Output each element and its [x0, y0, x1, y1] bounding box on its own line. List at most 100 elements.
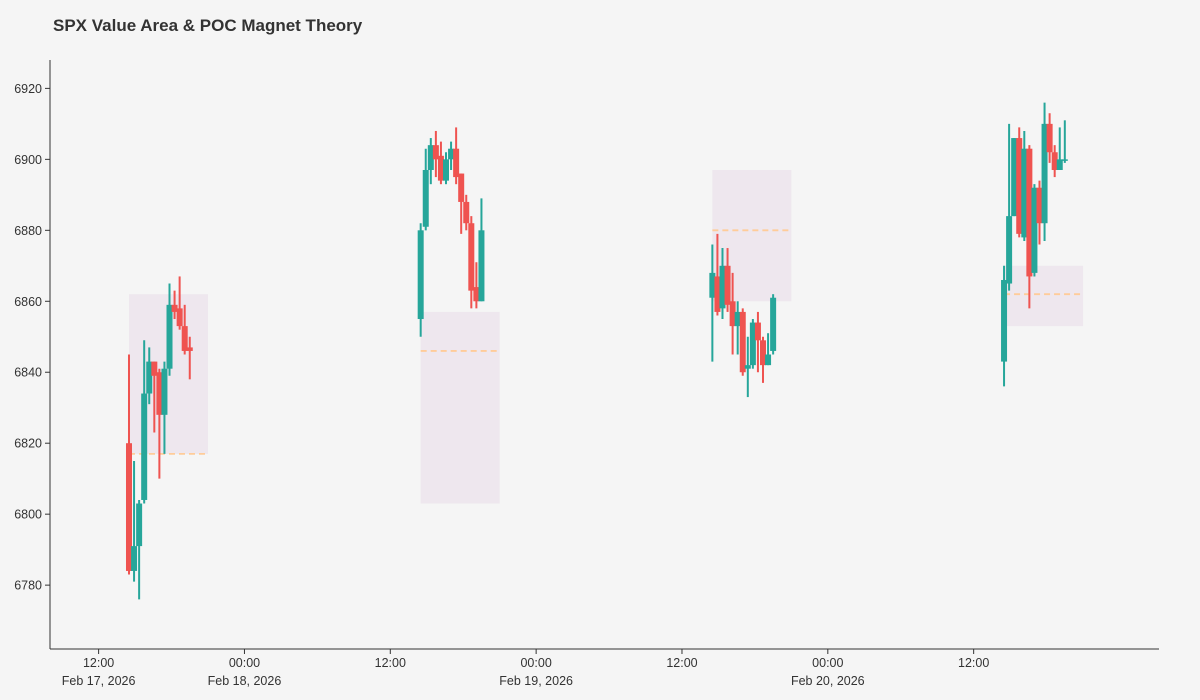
y-tick-label: 6820 [14, 437, 42, 451]
y-tick-label: 6840 [14, 366, 42, 380]
candle-body [432, 145, 439, 160]
candle-body [468, 223, 475, 291]
candle [1036, 180, 1043, 245]
candle-body [714, 276, 721, 312]
candle [709, 244, 716, 362]
candle-body [448, 148, 455, 160]
candle-body [161, 368, 168, 415]
candle [744, 336, 751, 398]
candle-body [765, 354, 772, 366]
candle [1001, 265, 1008, 387]
candle [458, 173, 465, 234]
candle-body [171, 304, 178, 312]
candle-body [1051, 152, 1058, 170]
candle [186, 336, 193, 380]
candle [749, 319, 756, 369]
x-tick-label: 12:00 [375, 656, 406, 670]
candle [770, 294, 777, 355]
candle [719, 248, 726, 320]
candle [427, 138, 434, 185]
candle-body [1001, 279, 1008, 362]
y-tick-label: 6900 [14, 153, 42, 167]
chart-title: SPX Value Area & POC Magnet Theory [53, 16, 363, 35]
candle-body [125, 443, 132, 571]
y-tick-label: 6800 [14, 508, 42, 522]
candle-body [709, 272, 716, 298]
candle [1061, 120, 1068, 163]
candle [432, 130, 439, 178]
x-tick-date-label: Feb 18, 2026 [208, 674, 282, 688]
y-tick-label: 6920 [14, 82, 42, 96]
candle [1026, 145, 1033, 309]
value-area-box [420, 311, 500, 504]
candle-body [131, 546, 138, 571]
candle [729, 272, 736, 355]
candle-body [176, 308, 183, 327]
candle-body [1031, 187, 1038, 273]
candle-body [166, 304, 173, 369]
candle-body [1036, 187, 1043, 224]
candle [478, 198, 485, 302]
candle [156, 368, 163, 479]
x-tick-label: 00:00 [520, 656, 551, 670]
candle-body [141, 393, 148, 500]
candle [1051, 145, 1058, 178]
candle [1041, 102, 1048, 241]
candle [765, 333, 772, 366]
candle [724, 248, 731, 312]
candle [473, 262, 480, 309]
candle-body [744, 365, 751, 369]
candle-body [1056, 159, 1063, 170]
candle [131, 460, 138, 582]
candle-body [749, 322, 756, 366]
candle-body [458, 173, 465, 202]
candle-body [463, 201, 470, 224]
x-tick-label: 12:00 [958, 656, 989, 670]
candle-body [1011, 138, 1018, 217]
candle-body [417, 230, 424, 320]
x-tick-date-label: Feb 20, 2026 [791, 674, 865, 688]
candle [437, 141, 444, 185]
candle-body [442, 159, 449, 181]
candle-body [186, 347, 193, 351]
candle-body [739, 311, 746, 373]
candle-body [156, 372, 163, 415]
candle [146, 347, 153, 405]
candle-body [1041, 123, 1048, 224]
x-tick-date-label: Feb 19, 2026 [499, 674, 573, 688]
x-tick-date-label: Feb 17, 2026 [62, 674, 136, 688]
x-tick-label: 12:00 [83, 656, 114, 670]
candle-body [729, 301, 736, 327]
candle [1046, 113, 1053, 163]
candle-body [734, 311, 741, 327]
candle [1016, 127, 1023, 238]
candle [141, 340, 148, 504]
x-tick-label: 00:00 [812, 656, 843, 670]
candle [453, 127, 460, 185]
candle-body [146, 361, 153, 394]
x-tick-label: 12:00 [666, 656, 697, 670]
candle [1056, 127, 1063, 170]
candle [161, 361, 168, 454]
candle-body [1016, 138, 1023, 234]
poc-layer [128, 229, 1084, 455]
candle-body [754, 322, 761, 341]
candle-body [453, 148, 460, 178]
candle-body [136, 503, 143, 547]
candle [1031, 184, 1038, 277]
candle [739, 308, 746, 376]
candle [734, 301, 741, 355]
candle [714, 233, 721, 316]
candle-body [478, 230, 485, 302]
candle [1011, 138, 1018, 217]
candle [125, 354, 132, 575]
candle-body [770, 297, 777, 351]
y-tick-label: 6860 [14, 295, 42, 309]
candle-body [760, 340, 767, 366]
candle [171, 290, 178, 320]
candle [136, 499, 143, 600]
candle [422, 148, 429, 231]
candle [417, 223, 424, 337]
